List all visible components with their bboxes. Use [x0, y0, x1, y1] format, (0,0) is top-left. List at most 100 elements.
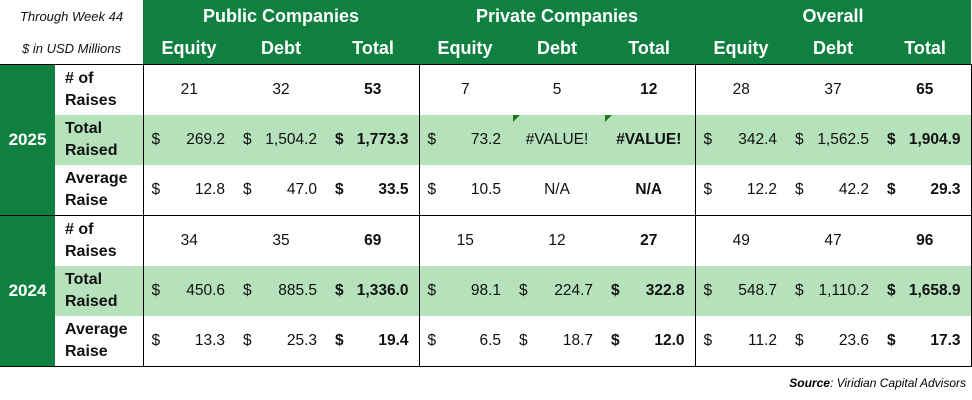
- row-label-line: Raise: [65, 192, 108, 209]
- value: 21: [180, 81, 198, 98]
- value: 885.5: [278, 282, 318, 299]
- value: 37: [824, 81, 842, 98]
- value: 23.6: [838, 332, 870, 349]
- value: 1,562.5: [817, 131, 870, 148]
- data-cell: $1,658.9: [879, 266, 972, 316]
- data-cell: $885.5: [235, 266, 328, 316]
- column-header: Total: [327, 32, 420, 65]
- value: #VALUE!: [525, 131, 589, 148]
- data-cell: $1,110.2: [787, 266, 880, 316]
- data-cell: 5: [511, 64, 604, 115]
- currency-symbol: $: [703, 181, 713, 198]
- data-cell: $1,773.3: [327, 115, 420, 165]
- data-cell: 15: [418, 215, 512, 266]
- currency-symbol: $: [795, 181, 804, 198]
- source-label: Source: [789, 376, 830, 390]
- data-cell: 49: [694, 215, 788, 266]
- value: 27: [640, 232, 658, 249]
- value: 12.8: [194, 181, 226, 198]
- value: 19.4: [378, 332, 409, 349]
- row-label: # of Raises: [55, 215, 144, 266]
- value: 1,658.9: [908, 282, 961, 299]
- currency-symbol: $: [243, 181, 252, 198]
- table-row: 2024 # of Raises 34 35 69 15 12 27 49 47 96: [0, 215, 972, 367]
- data-cell: #VALUE!: [603, 115, 696, 165]
- value: 32: [272, 81, 290, 98]
- week-note: Through Week 44: [0, 0, 144, 32]
- currency-symbol: $: [519, 332, 528, 349]
- capital-raises-table: Through Week 44 Public Companies Private C…: [0, 0, 972, 367]
- data-cell: 96: [879, 215, 972, 266]
- data-cell: $12.8: [142, 165, 236, 216]
- value: 6.5: [479, 332, 502, 349]
- value: 11.2: [748, 332, 778, 349]
- column-header: Equity: [143, 32, 236, 65]
- row-label: Total Raised: [55, 266, 144, 316]
- year-label: 2025: [0, 64, 55, 216]
- column-header: Total: [879, 32, 972, 65]
- units-note: $ in USD Millions: [0, 32, 144, 65]
- value: 49: [732, 232, 750, 249]
- value: 73.2: [470, 131, 502, 148]
- data-cell: $548.7: [694, 266, 788, 316]
- table-row: 2025 # of Raises 21 32 53 7 5 12 28 37 65: [0, 64, 972, 216]
- data-cell: N/A: [511, 165, 604, 216]
- data-cell: $23.6: [787, 316, 880, 367]
- data-cell: 12: [511, 215, 604, 266]
- data-cell: 32: [235, 64, 328, 115]
- column-header: Equity: [419, 32, 512, 65]
- currency-symbol: $: [151, 332, 161, 349]
- value: 98.1: [470, 282, 502, 299]
- value: 53: [364, 81, 382, 98]
- value: 18.7: [562, 332, 594, 349]
- value: 13.3: [194, 332, 226, 349]
- currency-symbol: $: [151, 282, 161, 299]
- value: 12: [548, 232, 566, 249]
- value: 224.7: [554, 282, 594, 299]
- data-cell: $224.7: [511, 266, 604, 316]
- data-cell: $33.5: [327, 165, 420, 216]
- currency-symbol: $: [243, 131, 252, 148]
- data-cell: $1,562.5: [787, 115, 880, 165]
- value: 29.3: [930, 181, 961, 198]
- value: 269.2: [186, 131, 226, 148]
- value: 1,773.3: [356, 131, 409, 148]
- data-cell: $1,904.9: [879, 115, 972, 165]
- value: 34: [180, 232, 198, 249]
- row-label: # of Raises: [55, 64, 144, 115]
- value: 10.5: [470, 181, 502, 198]
- row-label-line: Total: [65, 271, 103, 288]
- table-row: Total Raised $269.2 $1,504.2 $1,773.3 $73.2 #V…: [0, 115, 972, 165]
- row-label-line: # of: [65, 70, 94, 87]
- value: 65: [916, 81, 934, 98]
- currency-symbol: $: [427, 332, 437, 349]
- data-cell: $1,336.0: [327, 266, 420, 316]
- column-header: Equity: [695, 32, 788, 65]
- row-label-line: Raises: [65, 92, 117, 109]
- data-cell: 34: [142, 215, 236, 266]
- data-cell: $18.7: [511, 316, 604, 367]
- currency-symbol: $: [335, 282, 344, 299]
- row-label-line: Raised: [65, 293, 118, 310]
- currency-symbol: $: [795, 282, 804, 299]
- value: 12: [640, 81, 658, 98]
- data-cell: $12.0: [603, 316, 696, 367]
- currency-symbol: $: [335, 332, 344, 349]
- value: 25.3: [286, 332, 318, 349]
- data-cell: 37: [787, 64, 880, 115]
- currency-symbol: $: [151, 131, 161, 148]
- data-cell: 12: [603, 64, 696, 115]
- currency-symbol: $: [611, 282, 620, 299]
- currency-symbol: $: [887, 181, 896, 198]
- data-cell: 53: [327, 64, 420, 115]
- data-cell: $342.4: [694, 115, 788, 165]
- column-header: Debt: [511, 32, 604, 65]
- value: 342.4: [738, 131, 778, 148]
- value: 35: [272, 232, 290, 249]
- data-cell: $13.3: [142, 316, 236, 367]
- row-label-line: # of: [65, 221, 94, 238]
- year-label: 2024: [0, 215, 55, 367]
- value: 33.5: [378, 181, 409, 198]
- data-cell: $12.2: [694, 165, 788, 216]
- data-cell: $25.3: [235, 316, 328, 367]
